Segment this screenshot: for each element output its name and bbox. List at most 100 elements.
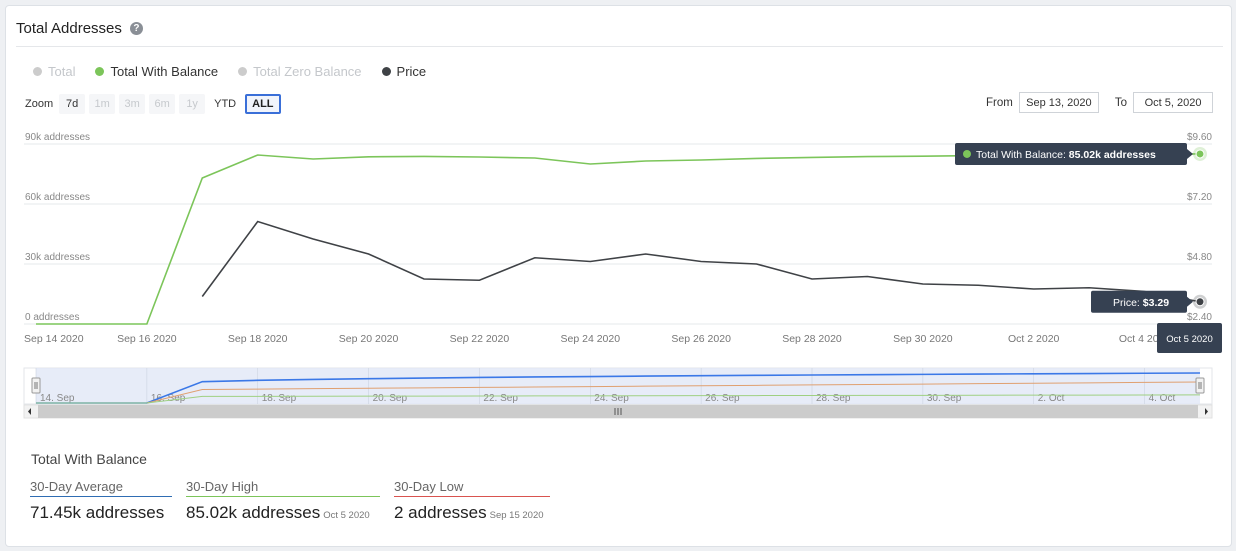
navigator-tick-label: 14. Sep [40,393,75,404]
legend-dot-icon [33,67,42,76]
stat-date: Oct 5 2020 [323,510,370,521]
legend-item-total-zero-balance[interactable]: Total Zero Balance [238,64,362,79]
handle-grip [1195,377,1205,394]
navigator-tick-label: 20. Sep [373,393,408,404]
tooltip-dot-icon [963,149,971,158]
navigator-tick-label: 22. Sep [483,393,518,404]
legend-dot-icon [95,67,105,76]
tooltip-value: 85.02k addresses [1069,149,1156,161]
navigator-series-line [36,372,1201,404]
page-title: Total Addresses [16,20,122,37]
navigator-series-line [36,394,1201,404]
y-right-tick-label: $4.80 [1187,252,1212,263]
tooltip-price: Price: $3.29 [1091,290,1193,313]
stat-high: 30-Day High 85.02k addresses Oct 5 2020 [186,479,380,523]
from-date-input[interactable]: Sep 13, 2020 [1018,92,1099,113]
x-tick-label: Sep 20 2020 [339,333,399,345]
x-tick-label: Sep 22 2020 [450,333,510,345]
legend-dot-icon [238,67,248,76]
stats-title: Total With Balance [31,451,147,467]
tooltip-text: Total With Balance: 85.02k addresses [976,149,1156,161]
zoom-label: Zoom [25,98,54,110]
handle-grip [31,377,41,394]
stats-panel: Total With Balance 30-Day Average 71.45k… [30,451,550,523]
x-tick-label: Sep 26 2020 [671,333,731,345]
zoom-ytd-button[interactable]: YTD [214,98,237,110]
stat-label: 30-Day Average [30,479,172,497]
navigator-scrollbar[interactable] [23,404,1213,419]
title-divider [16,46,1223,47]
navigator-handle[interactable] [31,377,41,394]
zoom-6m-button[interactable]: 6m [149,94,176,114]
navigator-tick-label: 30. Sep [927,393,962,404]
navigator-tick-label: 28. Sep [816,393,851,404]
chart-legend: Total Total With Balance Total Zero Bala… [33,64,426,79]
crosshair-label-box [1157,323,1222,353]
zoom-all-button[interactable]: ALL [245,94,281,114]
navigator-tick-label: 4. Oct [1149,393,1176,404]
zoom-1y-button[interactable]: 1y [179,94,206,114]
navigator-tick-label: 26. Sep [705,393,740,404]
zoom-1m-button[interactable]: 1m [89,94,116,114]
to-date-input[interactable]: Oct 5, 2020 [1133,92,1213,113]
hover-marker [1195,149,1205,159]
stat-date: Sep 15 2020 [489,510,544,521]
stat-value: 2 addresses [394,503,487,522]
navigator-series-line [36,381,1201,404]
tooltip-label: Price: [1113,297,1143,309]
question-circle-icon[interactable]: ? [129,22,143,35]
stat-average: 30-Day Average 71.45k addresses [30,479,172,523]
card-title: Total Addresses ? [16,20,143,37]
tooltip-text: Price: $3.29 [1113,297,1169,309]
from-label: From [986,96,1013,109]
x-tick-label: Sep 24 2020 [561,333,621,345]
y-right-tick-label: $2.40 [1187,312,1212,323]
x-tick-label: Oct 2 2020 [1008,333,1060,345]
stat-label: 30-Day High [186,479,380,497]
navigator-tick-label: 16. Sep [151,393,186,404]
stat-value: 85.02k addresses [186,503,321,522]
y-left-tick-label: 30k addresses [25,252,90,263]
hover-marker [1195,297,1205,307]
tooltip-box [955,142,1187,165]
crosshair-label-text: Oct 5 2020 [1166,334,1212,345]
legend-dot-icon [381,67,391,76]
y-left-tick-label: 0 addresses [25,312,79,323]
date-range: From Sep 13, 2020 To Oct 5, 2020 [986,92,1213,113]
to-label: To [1114,96,1127,109]
zoom-3m-button[interactable]: 3m [119,94,146,114]
y-right-tick-label: $7.20 [1187,192,1212,203]
y-right-tick-label: $9.60 [1187,132,1212,143]
crosshair-date-label: Oct 5 2020 [1157,323,1222,353]
zoom-controls: Zoom 7d 1m 3m 6m 1y YTD ALL [25,94,281,114]
tooltip-value: $3.29 [1143,297,1169,309]
stat-label: 30-Day Low [394,479,550,497]
x-tick-label: Sep 30 2020 [893,333,953,345]
legend-item-total[interactable]: Total [33,64,75,79]
navigator-tick-label: 18. Sep [262,393,297,404]
stat-low: 30-Day Low 2 addresses Sep 15 2020 [394,479,550,523]
tooltip-arrow [1187,148,1193,159]
x-tick-label: Sep 28 2020 [782,333,842,345]
legend-item-total-with-balance[interactable]: Total With Balance [95,64,218,79]
stat-value: 71.45k addresses [30,503,165,522]
x-tick-label: Sep 18 2020 [228,333,288,345]
navigator-handle[interactable] [1195,377,1205,394]
navigator-tick-label: 2. Oct [1038,393,1065,404]
navigator-tick-label: 24. Sep [594,393,629,404]
tooltip-label: Total With Balance: [976,149,1069,161]
series-line-total-with-balance [36,153,1201,325]
legend-item-price[interactable]: Price [381,64,426,79]
tooltip-box [1091,290,1187,313]
x-tick-label: Sep 14 2020 [24,333,84,345]
series-line-price [201,220,1201,303]
zoom-7d-button[interactable]: 7d [59,94,86,114]
total-addresses-card: Total Addresses ? Total Total With Balan… [5,5,1232,547]
y-left-tick-label: 90k addresses [25,132,90,143]
tooltip-total-with-balance: Total With Balance: 85.02k addresses [955,142,1193,165]
scroll-right-icon [1205,408,1208,415]
scroll-left-icon [28,408,31,415]
x-tick-label: Sep 16 2020 [117,333,177,345]
line-chart[interactable]: 0 addresses $2.40 30k addresses $4.80 60k ad… [0,0,1236,430]
y-left-tick-label: 60k addresses [25,192,90,203]
